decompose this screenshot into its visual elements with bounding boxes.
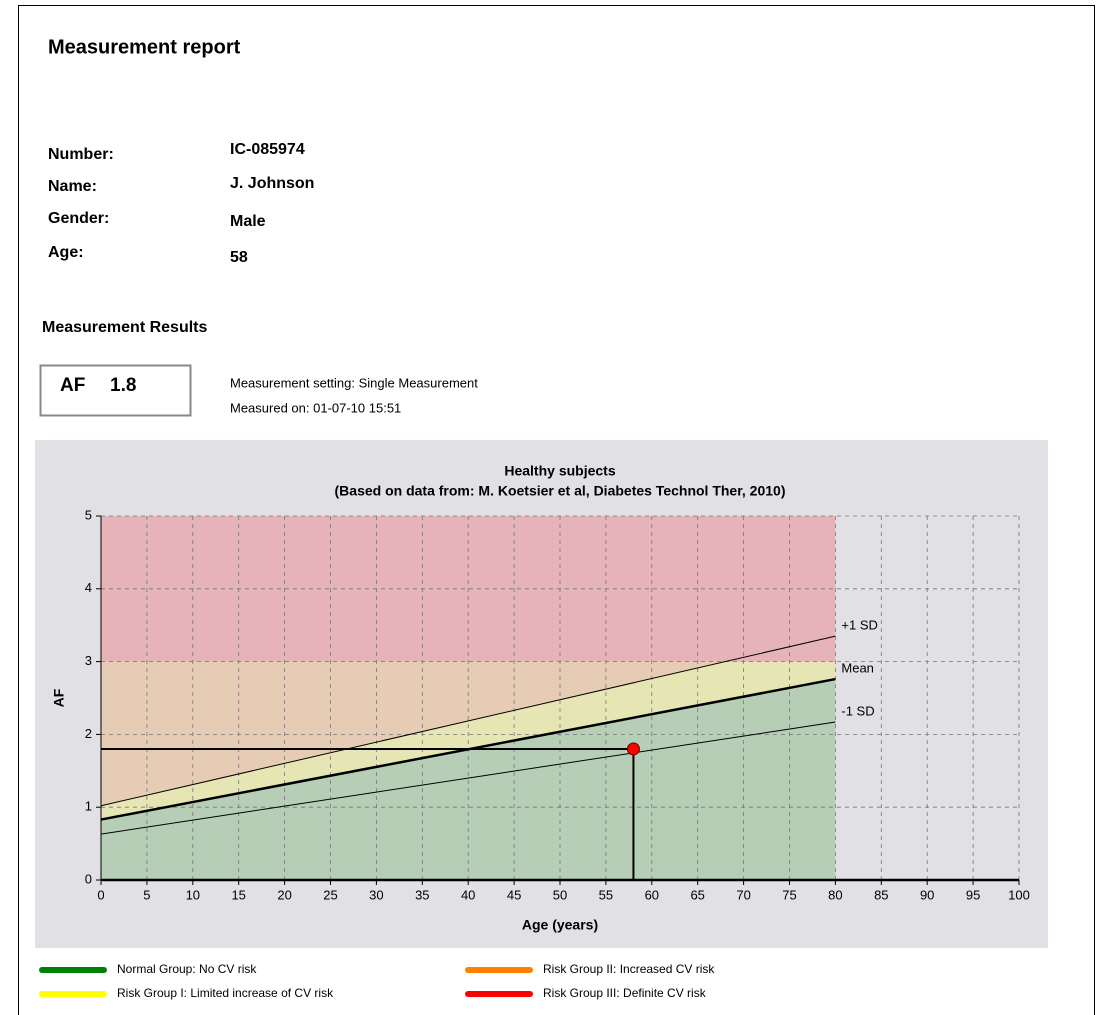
sd-line [100,635,836,807]
x-tick-label: 60 [645,887,659,902]
x-tick-label: 65 [690,887,704,902]
x-tick-label: 75 [782,887,796,902]
field-value: IC-085974 [230,141,305,158]
y-tick-label: 5 [85,507,92,522]
x-tick-label: 80 [828,887,842,902]
chart-subtitle: (Based on data from: M. Koetsier et al, … [335,483,786,499]
x-tick-label: 50 [553,887,567,902]
x-tick-label: 95 [966,887,980,902]
x-tick-label: 5 [143,887,150,902]
af-label: AF [60,375,85,396]
x-tick-label: 35 [415,887,429,902]
field-value: J. Johnson [230,175,314,192]
x-tick-label: 40 [461,887,475,902]
x-tick-label: 0 [97,887,104,902]
measurement-point [626,742,640,756]
results-heading: Measurement Results [42,319,207,336]
field-label: Name: [48,178,97,195]
x-tick-label: 10 [186,887,200,902]
x-tick-label: 30 [369,887,383,902]
field-label: Number: [48,146,114,163]
y-tick-label: 4 [85,580,92,595]
report-title: Measurement report [48,36,241,58]
x-tick-label: 20 [277,887,291,902]
legend-label: Risk Group II: Increased CV risk [543,962,715,976]
y-tick-label: 1 [85,799,92,814]
line-label: +1 SD [841,618,878,633]
legend-label: Risk Group I: Limited increase of CV ris… [117,986,334,1000]
x-tick-label: 85 [874,887,888,902]
x-tick-label: 100 [1008,887,1030,902]
x-tick-label: 70 [736,887,750,902]
legend-label: Normal Group: No CV risk [117,962,257,976]
line-label: -1 SD [841,703,874,718]
setting: Measurement setting: Single Measurement [230,375,478,390]
y-axis-label: AF [51,688,67,707]
field-value: 58 [230,249,248,266]
y-tick-label: 2 [85,726,92,741]
x-tick-label: 25 [323,887,337,902]
y-tick-label: 3 [85,653,92,668]
legend-label: Risk Group III: Definite CV risk [543,986,707,1000]
x-tick-label: 90 [920,887,934,902]
y-tick-label: 0 [85,871,92,886]
line-label: Mean [841,661,874,676]
af-value: 1.8 [110,375,136,396]
field-label: Gender: [48,210,109,227]
field-label: Age: [48,244,84,261]
field-value: Male [230,213,266,230]
x-tick-label: 45 [507,887,521,902]
measured-on: Measured on: 01-07-10 15:51 [230,400,401,415]
zone-orange [101,661,836,806]
x-tick-label: 55 [599,887,613,902]
sd-line [100,721,836,835]
chart-title: Healthy subjects [504,463,615,479]
af-box [39,364,192,417]
x-tick-label: 15 [231,887,245,902]
x-axis-label: Age (years) [522,917,598,933]
